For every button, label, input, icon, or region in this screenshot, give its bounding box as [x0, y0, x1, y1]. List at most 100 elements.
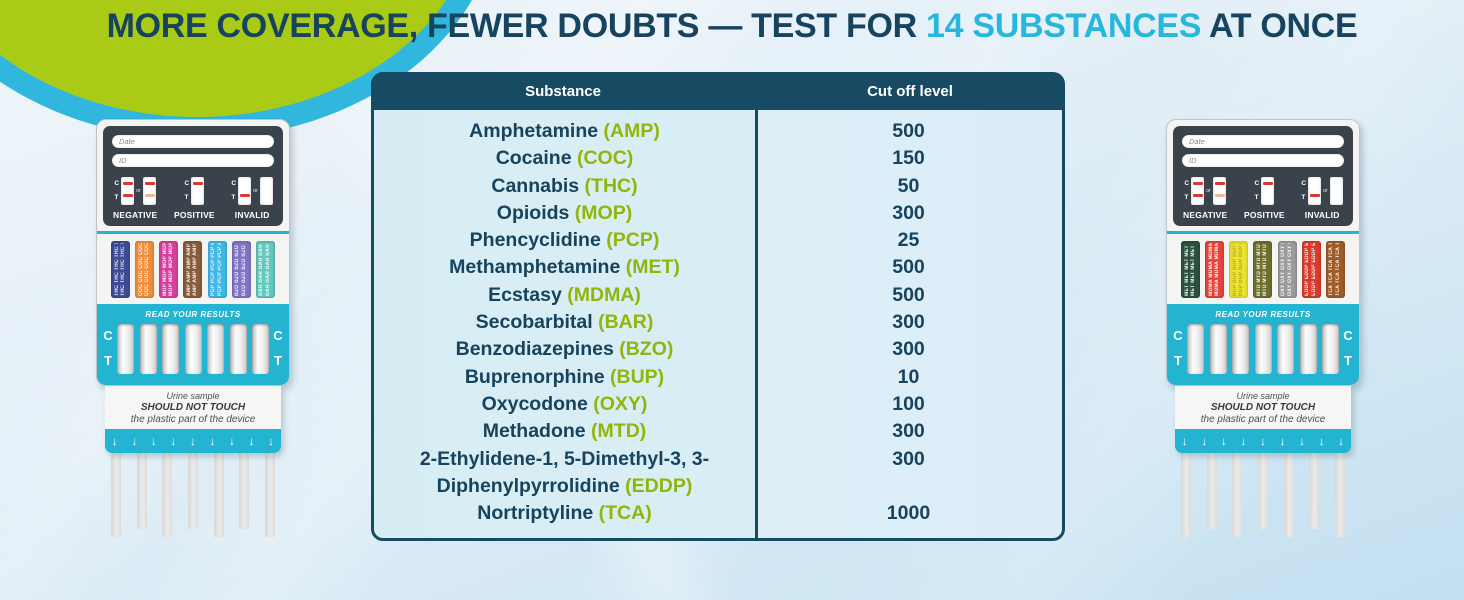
or-label: or [253, 188, 258, 194]
result-windows [114, 324, 272, 374]
cutoff-cell: 25 [897, 229, 920, 252]
invalid-strip-1 [1308, 177, 1322, 205]
read-results-title: READ YOUR RESULTS [1215, 310, 1311, 319]
cutoff-cell: 1000 [886, 502, 931, 525]
substance-cell: Nortriptyline (TCA) [374, 500, 755, 527]
substance-cell: 2-Ethylidene-1, 5-Dimethyl-3, 3-Diphenyl… [374, 446, 755, 501]
test-strip [1334, 453, 1345, 537]
down-arrow-icon: ↓ [1181, 434, 1188, 448]
test-strip [1309, 453, 1320, 529]
date-field-label: Date [119, 137, 135, 146]
strip-label-text: COC COC COC COC COC COC COC COC [139, 243, 145, 296]
result-window [184, 324, 202, 374]
strip-label-text: BZO BZO BZO BZO BZO BZO BZO BZO [241, 243, 247, 296]
strip-label-text: PCP PCP PCP PCP PCP PCP PCP PCP [211, 243, 217, 296]
result-window [1187, 324, 1204, 374]
substance-cell: Opioids (MOP) [374, 200, 755, 227]
substance-name: Ecstasy [488, 283, 568, 306]
table-row: Amphetamine (AMP) 500 [374, 118, 1062, 145]
strip-label-text: MTD MTD MTD MTD MTD MTD MTD MTD [1256, 243, 1262, 296]
drug-strip-mop: MOP MOP MOP MOP MOP MOP MOP MOPMOP MOP M… [159, 241, 179, 298]
substance-abbr: (AMP) [603, 120, 660, 142]
substance-abbr: (TCA) [598, 502, 652, 525]
cutoff-cell: 300 [892, 420, 925, 443]
down-arrow-icon: ↓ [150, 434, 157, 448]
strip-label-text: BUP BUP BUP BUP BUP BUP BUP BUP [1232, 243, 1238, 296]
down-arrow-icon: ↓ [1259, 434, 1266, 448]
table-row: Opioids (MOP) 300 [374, 200, 1062, 227]
down-arrow-icon: ↓ [189, 434, 196, 448]
table-body: Amphetamine (AMP) 500 Cocaine (COC) 150 Cann… [371, 110, 1065, 542]
or-label: or [1323, 188, 1328, 194]
down-arrow-icon: ↓ [1299, 434, 1306, 448]
test-strip [1257, 453, 1268, 529]
down-arrow-icon: ↓ [111, 434, 118, 448]
device-lower-section: Urine sample SHOULD NOT TOUCH the plasti… [105, 386, 281, 453]
page-title: MORE COVERAGE, FEWER DOUBTS — TEST FOR 1… [0, 7, 1464, 46]
strip-label-text: MDMA MDMA MDMA MDMA MDMA MDMA MDMA MDMA [1209, 243, 1215, 296]
result-window [162, 324, 179, 374]
test-strip [1232, 453, 1243, 537]
cutoff-cell: 50 [897, 174, 920, 197]
down-arrow-icon: ↓ [1279, 434, 1286, 448]
substance-name: Phencyclidine [469, 229, 607, 252]
test-strip [264, 453, 275, 537]
title-prefix: MORE COVERAGE, FEWER DOUBTS — TEST FOR [106, 7, 927, 45]
strip-label-text: EDDP EDDP EDDP EDDP EDDP EDDP EDDP EDDP [1305, 243, 1311, 296]
substance-name: Amphetamine [469, 120, 604, 142]
id-field: ID [112, 154, 274, 167]
substance-name: Nortriptyline [477, 502, 599, 525]
cutoff-cell: 500 [892, 283, 925, 306]
drug-strip-mdma: MDMA MDMA MDMA MDMA MDMA MDMA MDMA MDMAM… [1205, 241, 1225, 298]
substance-abbr: (OXY) [593, 392, 648, 415]
substance-name: Benzodiazepines [455, 338, 620, 361]
substance-abbr: (BUP) [610, 365, 665, 388]
down-arrow-icon: ↓ [1240, 434, 1247, 448]
strip-label-text: MET MET MET MET MET MET MET MET [1191, 243, 1196, 296]
substance-abbr: (MOP) [574, 201, 633, 224]
strip-label-text: BAR BAR BAR BAR BAR BAR BAR BAR [265, 243, 271, 296]
table-row: Nortriptyline (TCA) 1000 [374, 500, 1062, 527]
substance-cell: Oxycodone (OXY) [374, 391, 755, 418]
substance-abbr: (MTD) [591, 420, 647, 443]
cutoff-cell: 300 [892, 338, 925, 361]
strip-label-text: OXY OXY OXY OXY OXY OXY OXY OXY [1287, 243, 1293, 296]
strip-label-text: COC COC COC COC COC COC COC COC [145, 243, 151, 296]
or-label: or [136, 188, 141, 194]
table-row: 2-Ethylidene-1, 5-Dimethyl-3, 3-Diphenyl… [374, 446, 1062, 501]
result-window [1299, 324, 1317, 374]
strip-label-text: PCP PCP PCP PCP PCP PCP PCP PCP [217, 243, 223, 296]
positive-label: POSITIVE [174, 210, 215, 220]
down-arrow-icon: ↓ [1201, 434, 1208, 448]
table-row: Ecstasy (MDMA) 500 [374, 282, 1062, 309]
substance-cell: Phencyclidine (PCP) [374, 227, 755, 254]
down-arrow-icon: ↓ [268, 434, 275, 448]
substance-name: Opioids [496, 201, 575, 224]
strip-label-text: THC THC THC THC THC THC THC THC [114, 243, 120, 296]
down-arrow-icon: ↓ [209, 434, 216, 448]
cutoff-cell: 300 [892, 201, 925, 224]
column-header-cutoff: Cut off level [867, 82, 953, 100]
down-arrow-icon: ↓ [1338, 434, 1345, 448]
date-field: Date [112, 135, 274, 148]
date-field: Date [1182, 135, 1344, 148]
result-window [1254, 324, 1272, 374]
negative-label: NEGATIVE [1183, 210, 1228, 220]
negative-label: NEGATIVE [113, 210, 158, 220]
